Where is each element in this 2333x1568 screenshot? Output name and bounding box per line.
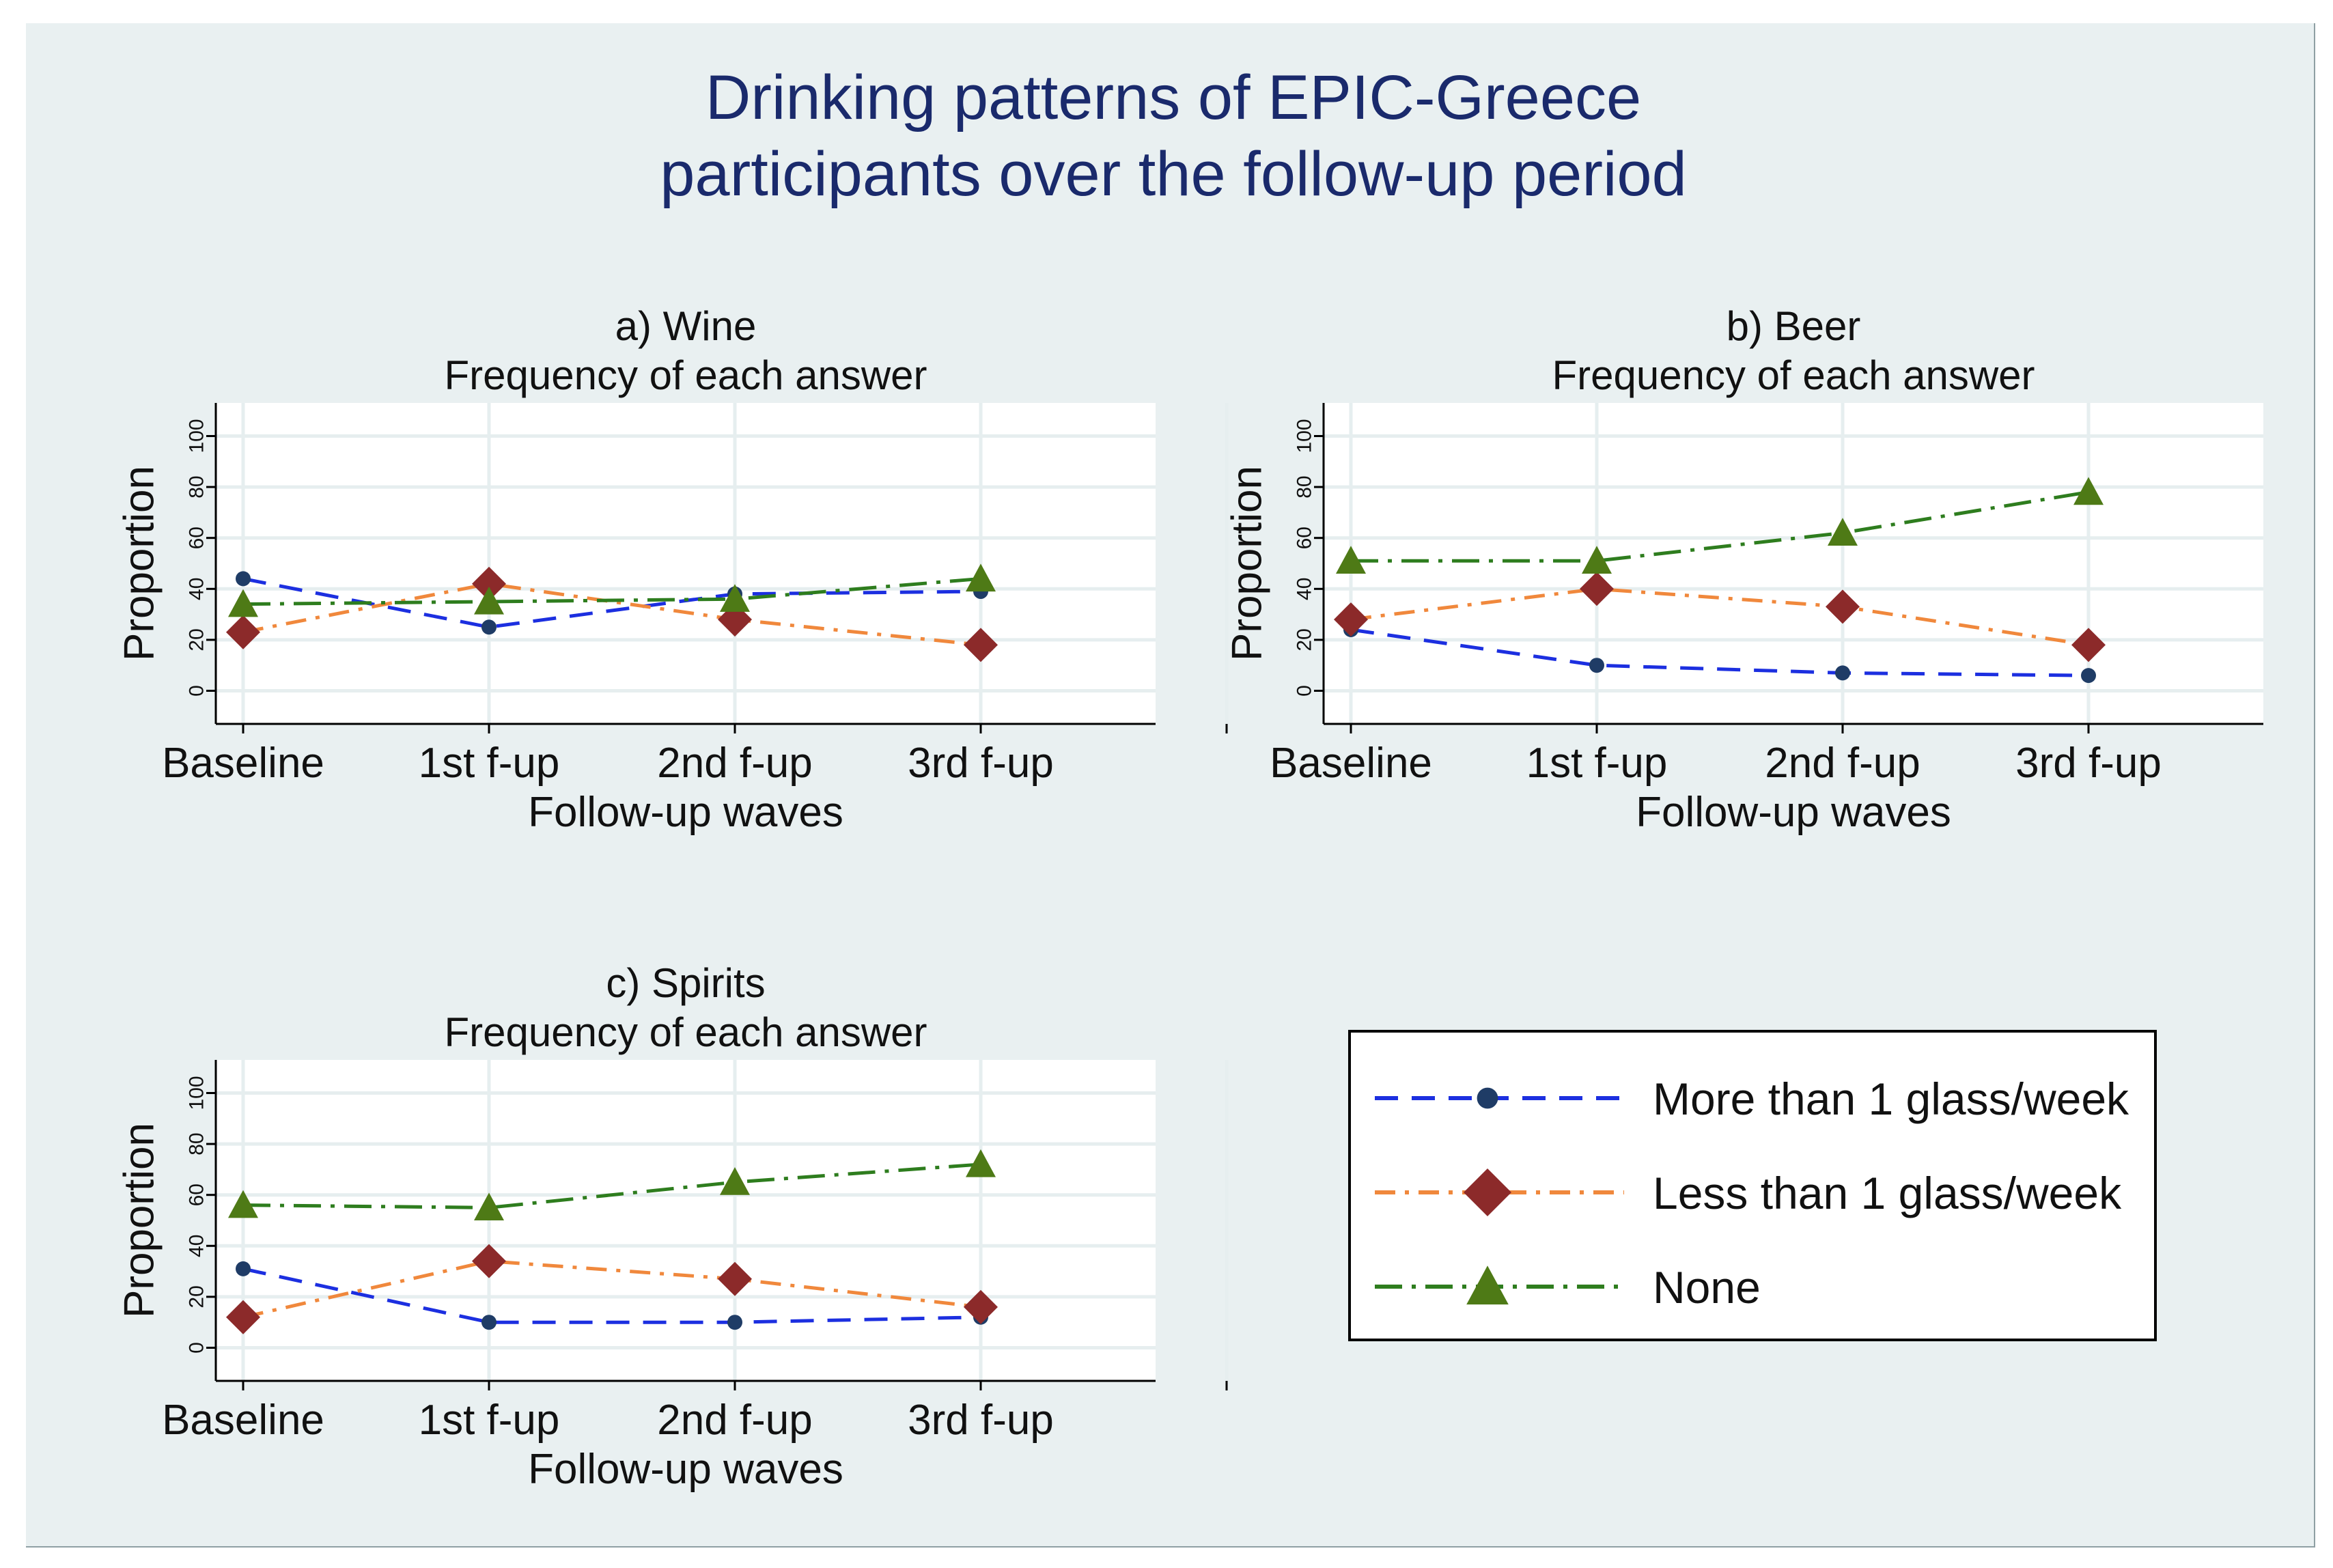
beer-series-less-line bbox=[1350, 587, 2089, 647]
beer-ytick-label: 20 bbox=[1294, 628, 1316, 651]
spirits-ylabel: Proportion bbox=[116, 1123, 163, 1318]
spirits-series-more-point bbox=[236, 1261, 251, 1276]
wine-series-less-line bbox=[242, 582, 981, 647]
wine-series-none-point bbox=[228, 589, 258, 617]
beer-series-none-line bbox=[1351, 490, 2089, 563]
beer-ytick-label: 0 bbox=[1294, 685, 1316, 697]
spirits-series-more-point bbox=[727, 1315, 742, 1330]
wine-series-none-point bbox=[474, 586, 504, 615]
beer-series-more-line bbox=[1350, 628, 2089, 677]
beer-title: b) Beer bbox=[1727, 303, 1861, 349]
beer-series-none-point bbox=[1828, 518, 1858, 546]
wine-series-none-point bbox=[966, 563, 996, 592]
chart-canvas: Drinking patterns of EPIC-Greece partici… bbox=[116, 63, 2263, 1493]
spirits-ytick-label: 80 bbox=[186, 1132, 208, 1155]
spirits-series-more-point bbox=[481, 1315, 497, 1330]
spirits-plot-area bbox=[216, 1060, 1156, 1381]
spirits-xtick-label: 2nd f-up bbox=[657, 1397, 813, 1444]
beer-series-more-point bbox=[1835, 665, 1850, 681]
beer-xtick-label: Baseline bbox=[1270, 740, 1432, 787]
figure-title-line1: Drinking patterns of EPIC-Greece bbox=[706, 63, 1641, 132]
spirits-xtick-label: 1st f-up bbox=[419, 1397, 560, 1444]
beer-xtick-label: 3rd f-up bbox=[2015, 740, 2162, 787]
wine-ytick-label: 40 bbox=[186, 578, 208, 600]
wine-xtick-label: 2nd f-up bbox=[657, 740, 813, 787]
beer-subtitle: Frequency of each answer bbox=[1552, 352, 2035, 398]
beer-series-more-point bbox=[2081, 668, 2096, 684]
wine-ytick-label: 0 bbox=[186, 685, 208, 697]
beer-xlabel: Follow-up waves bbox=[1636, 789, 1951, 836]
beer-ytick-label: 40 bbox=[1294, 578, 1316, 600]
beer-series-more-point bbox=[1589, 658, 1604, 673]
beer-series-none-point bbox=[1336, 546, 1366, 574]
spirits-series-less-point bbox=[964, 1289, 998, 1324]
wine-ytick-label: 80 bbox=[186, 475, 208, 498]
spirits-series-none-point bbox=[474, 1192, 504, 1221]
beer-series-less-point bbox=[1580, 572, 1614, 606]
beer-series-less-point bbox=[1334, 602, 1368, 637]
wine-ytick-label: 20 bbox=[186, 628, 208, 651]
beer-series-less-point bbox=[1826, 589, 1860, 624]
wine-series-more-point bbox=[236, 571, 251, 587]
spirits-ytick-label: 0 bbox=[186, 1342, 208, 1354]
spirits-series-none-point bbox=[966, 1149, 996, 1177]
wine-series-less-point bbox=[472, 566, 506, 601]
spirits-ytick-label: 20 bbox=[186, 1285, 208, 1308]
wine-series-less-point bbox=[226, 615, 260, 649]
spirits-xtick-label: Baseline bbox=[162, 1397, 324, 1444]
wine-series-less-point bbox=[964, 628, 998, 662]
spirits-subtitle: Frequency of each answer bbox=[444, 1009, 927, 1055]
beer-series-less-point bbox=[2071, 628, 2106, 662]
wine-xtick-label: 3rd f-up bbox=[908, 740, 1054, 787]
beer-series-none-point bbox=[2073, 477, 2104, 505]
spirits-series-none-line bbox=[242, 1162, 981, 1209]
spirits-ytick-label: 60 bbox=[186, 1184, 208, 1206]
legend-more-label: More than 1 glass/week bbox=[1653, 1074, 2129, 1124]
beer-ytick-label: 80 bbox=[1294, 475, 1316, 498]
beer-series-none-point bbox=[1582, 546, 1612, 574]
wine-plot-area bbox=[216, 403, 1156, 724]
wine-series-none-line bbox=[242, 576, 981, 606]
spirits-ytick-label: 40 bbox=[186, 1235, 208, 1257]
spirits-series-less-point bbox=[472, 1244, 506, 1278]
legend-more-marker bbox=[1477, 1087, 1498, 1109]
beer-plot-area bbox=[1324, 403, 2263, 724]
wine-ylabel: Proportion bbox=[116, 466, 163, 661]
wine-xlabel: Follow-up waves bbox=[528, 789, 843, 836]
spirits-series-none-point bbox=[720, 1167, 750, 1195]
beer-xtick-label: 1st f-up bbox=[1526, 740, 1668, 787]
wine-xtick-label: 1st f-up bbox=[419, 740, 560, 787]
beer-ytick-label: 60 bbox=[1294, 527, 1316, 549]
spirits-xtick-label: 3rd f-up bbox=[908, 1397, 1054, 1444]
beer-ytick-label: 100 bbox=[1294, 419, 1316, 453]
legend-less-label: Less than 1 glass/week bbox=[1653, 1168, 2122, 1218]
figure-background: Drinking patterns of EPIC-Greece partici… bbox=[26, 23, 2315, 1548]
figure-title-line2: participants over the follow-up period bbox=[660, 139, 1687, 209]
legend-none-label: None bbox=[1653, 1262, 1761, 1313]
spirits-series-less-point bbox=[718, 1261, 752, 1296]
spirits-series-more-line bbox=[242, 1267, 981, 1324]
wine-ytick-label: 60 bbox=[186, 527, 208, 549]
wine-series-none-point bbox=[720, 584, 750, 612]
beer-xtick-label: 2nd f-up bbox=[1765, 740, 1920, 787]
spirits-ytick-label: 100 bbox=[186, 1076, 208, 1110]
wine-xtick-label: Baseline bbox=[162, 740, 324, 787]
spirits-title: c) Spirits bbox=[606, 960, 765, 1006]
wine-series-more-point bbox=[481, 619, 497, 635]
spirits-series-less-line bbox=[242, 1259, 981, 1319]
spirits-series-none-point bbox=[228, 1190, 258, 1218]
wine-title: a) Wine bbox=[615, 303, 757, 349]
beer-ylabel: Proportion bbox=[1224, 466, 1271, 661]
wine-ytick-label: 100 bbox=[186, 419, 208, 453]
wine-subtitle: Frequency of each answer bbox=[444, 352, 927, 398]
spirits-xlabel: Follow-up waves bbox=[528, 1446, 843, 1493]
legend-none-marker bbox=[1466, 1265, 1509, 1305]
spirits-series-less-point bbox=[226, 1300, 260, 1334]
legend: More than 1 glass/week Less than 1 glass/… bbox=[1348, 1030, 2157, 1341]
legend-less-marker bbox=[1464, 1168, 1511, 1216]
